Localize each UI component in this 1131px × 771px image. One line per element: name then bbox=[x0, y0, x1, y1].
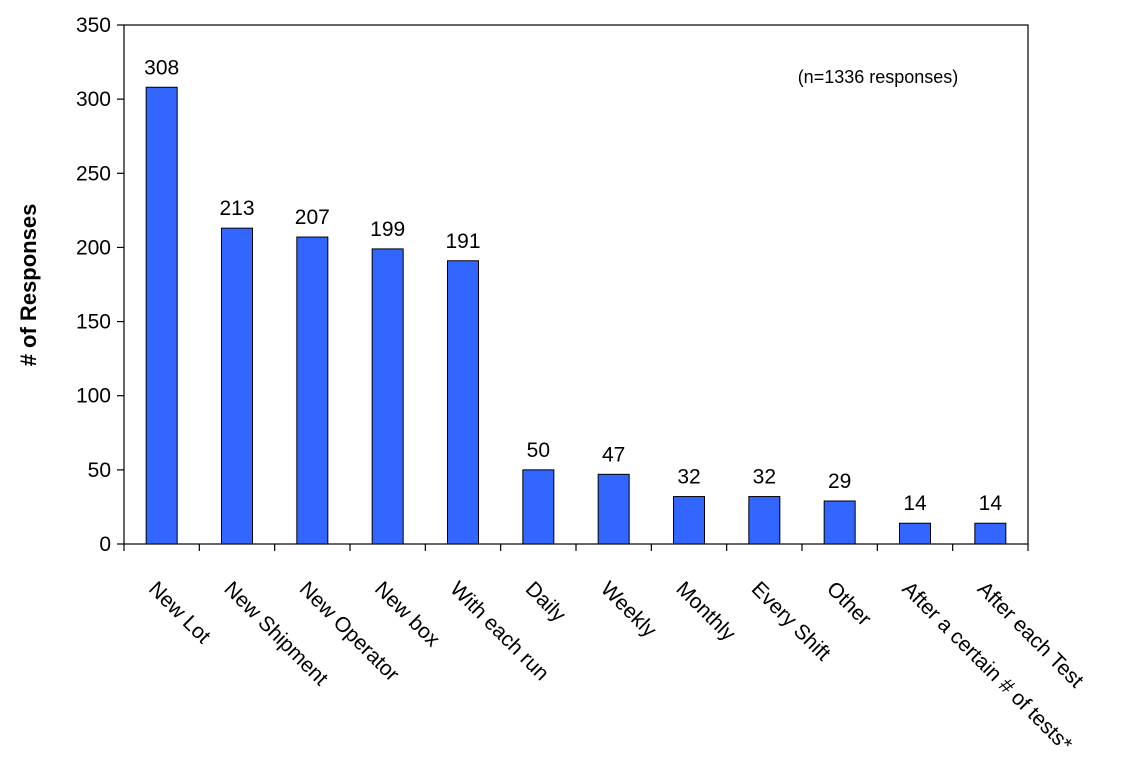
y-tick-label: 350 bbox=[76, 14, 111, 37]
y-tick-label: 200 bbox=[76, 236, 111, 259]
y-tick-label: 300 bbox=[76, 88, 111, 111]
bar bbox=[447, 260, 479, 545]
bar bbox=[748, 496, 781, 545]
data-label: 207 bbox=[295, 206, 330, 229]
y-tick-label: 250 bbox=[76, 162, 111, 185]
data-label: 308 bbox=[144, 56, 179, 79]
x-category-label: New Lot bbox=[144, 577, 215, 648]
bar bbox=[522, 469, 555, 545]
x-category-label: Other bbox=[822, 577, 875, 630]
data-label: 191 bbox=[445, 230, 480, 253]
y-tick-label: 150 bbox=[76, 311, 111, 334]
x-category-label: Every Shift bbox=[747, 577, 835, 665]
bar bbox=[371, 248, 404, 545]
sample-size-annotation: (n=1336 responses) bbox=[798, 67, 959, 87]
x-category-label: New box bbox=[370, 577, 444, 651]
y-tick-label: 100 bbox=[76, 385, 111, 408]
bar bbox=[974, 522, 1007, 545]
x-category-label: Daily bbox=[521, 577, 571, 627]
bar bbox=[221, 227, 253, 545]
data-label: 199 bbox=[370, 218, 405, 241]
bar bbox=[145, 86, 178, 545]
y-tick-label: 0 bbox=[99, 533, 111, 556]
y-tick-label: 50 bbox=[88, 459, 111, 482]
data-label: 32 bbox=[677, 466, 700, 489]
bars: 308 213 207 199 191 50 47 32 32 29 14 14 bbox=[144, 56, 1007, 545]
bar bbox=[597, 473, 630, 545]
data-label: 32 bbox=[753, 466, 776, 489]
bar bbox=[673, 496, 705, 545]
data-label: 14 bbox=[979, 492, 1003, 515]
data-label: 47 bbox=[602, 443, 625, 466]
y-axis-title: # of Responses bbox=[16, 204, 41, 367]
plot-frame bbox=[123, 24, 1029, 545]
bar bbox=[296, 236, 329, 545]
x-category-label: Weekly bbox=[596, 577, 661, 642]
data-label: 14 bbox=[903, 492, 927, 515]
data-label: 29 bbox=[828, 470, 851, 493]
x-category-label: Monthly bbox=[671, 577, 740, 646]
data-label: 213 bbox=[219, 197, 254, 220]
data-label: 50 bbox=[527, 439, 550, 462]
bar bbox=[899, 522, 931, 545]
bar bbox=[823, 500, 856, 545]
